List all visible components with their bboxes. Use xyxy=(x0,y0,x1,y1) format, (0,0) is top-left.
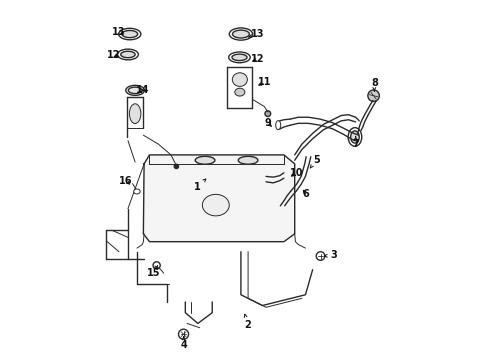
Text: 7: 7 xyxy=(351,136,358,149)
Text: 2: 2 xyxy=(244,314,251,330)
Circle shape xyxy=(174,164,178,168)
Ellipse shape xyxy=(232,73,247,86)
Ellipse shape xyxy=(350,131,359,143)
Circle shape xyxy=(153,262,160,269)
Ellipse shape xyxy=(133,189,140,194)
Ellipse shape xyxy=(195,156,214,164)
Polygon shape xyxy=(143,155,294,242)
Ellipse shape xyxy=(231,54,246,60)
Text: 6: 6 xyxy=(302,189,309,199)
Ellipse shape xyxy=(347,128,361,146)
Ellipse shape xyxy=(117,49,138,60)
Ellipse shape xyxy=(129,104,141,123)
Text: 4: 4 xyxy=(180,337,186,350)
Text: 13: 13 xyxy=(111,27,125,37)
Ellipse shape xyxy=(121,51,135,58)
Ellipse shape xyxy=(128,87,142,94)
Ellipse shape xyxy=(202,194,229,216)
Ellipse shape xyxy=(232,30,249,38)
Ellipse shape xyxy=(125,85,144,95)
Text: 13: 13 xyxy=(248,29,264,39)
Text: 10: 10 xyxy=(289,168,303,178)
Ellipse shape xyxy=(234,88,244,96)
Circle shape xyxy=(178,329,188,339)
Circle shape xyxy=(264,111,270,117)
Text: 1: 1 xyxy=(193,179,205,192)
Text: 12: 12 xyxy=(107,50,120,60)
Text: 16: 16 xyxy=(119,176,132,186)
Ellipse shape xyxy=(238,156,258,164)
Ellipse shape xyxy=(229,28,252,40)
Text: 15: 15 xyxy=(147,265,161,278)
Ellipse shape xyxy=(275,121,280,130)
Text: 5: 5 xyxy=(309,155,319,168)
Text: 14: 14 xyxy=(135,85,149,95)
Ellipse shape xyxy=(367,90,379,102)
Text: 3: 3 xyxy=(324,250,337,260)
Ellipse shape xyxy=(228,52,250,63)
Text: 11: 11 xyxy=(257,77,271,87)
Ellipse shape xyxy=(122,31,137,38)
Circle shape xyxy=(316,252,324,260)
Ellipse shape xyxy=(119,28,141,40)
Text: 8: 8 xyxy=(370,78,377,91)
Text: 9: 9 xyxy=(264,118,271,128)
Text: 12: 12 xyxy=(251,54,264,64)
